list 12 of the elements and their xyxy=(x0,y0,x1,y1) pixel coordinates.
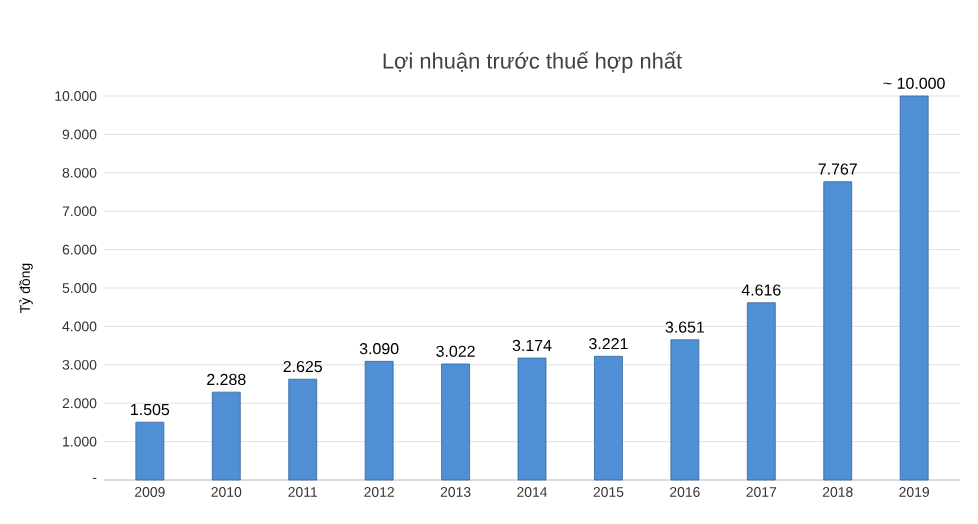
bar xyxy=(288,378,318,481)
bar xyxy=(823,181,853,481)
bar xyxy=(517,357,547,481)
bar xyxy=(211,391,241,481)
bar xyxy=(364,360,394,481)
bar xyxy=(899,95,929,481)
chart-title: Lợi nhuận trước thuế hợp nhất xyxy=(383,51,682,73)
bar xyxy=(441,363,470,481)
bar xyxy=(746,302,776,481)
bar xyxy=(670,339,700,481)
bar xyxy=(135,421,165,481)
bar xyxy=(594,355,623,481)
